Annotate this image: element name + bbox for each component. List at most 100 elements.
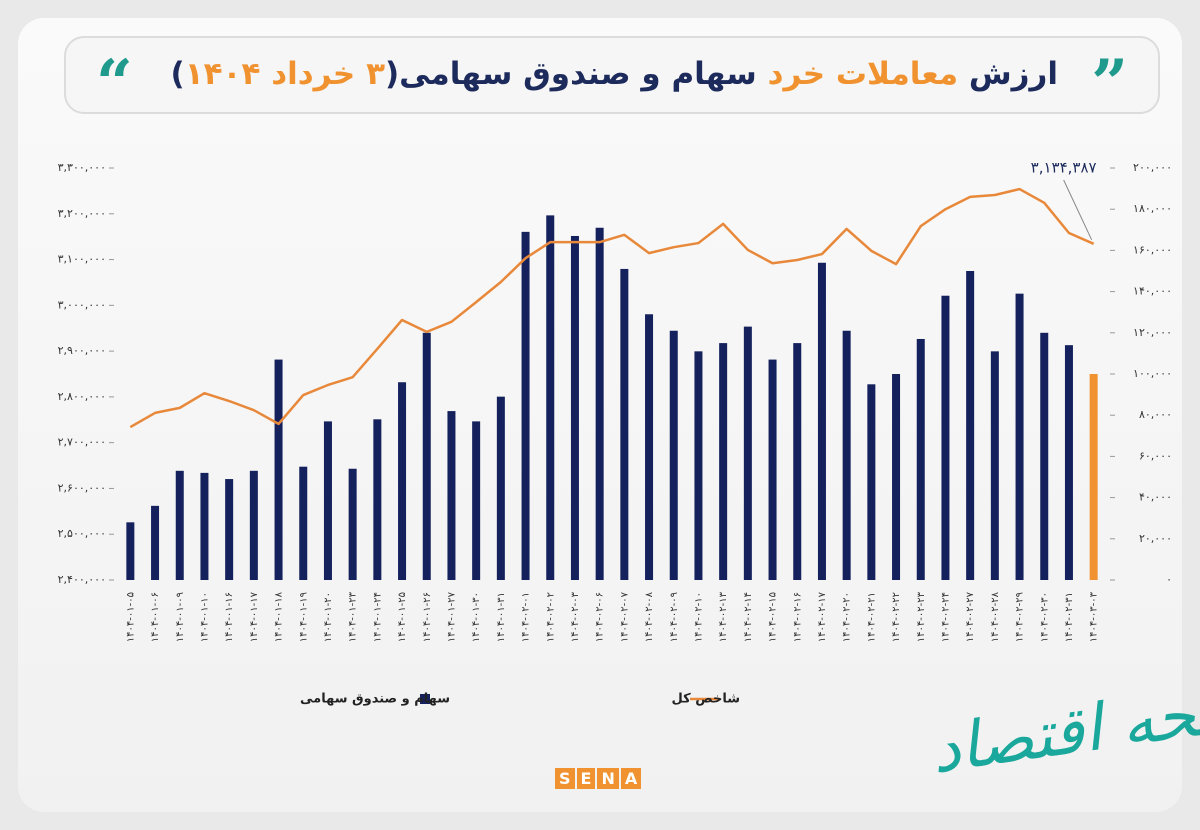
x-tick-label: ۱۴۰۴-۰۲-۱۵ (768, 592, 779, 642)
bar (299, 466, 308, 580)
bar (151, 505, 160, 580)
y2-tick-label: ۱۰۰,۰۰۰ (1133, 367, 1172, 380)
bar (472, 421, 481, 580)
x-tick-label: ۱۴۰۴-۰۲-۲۹ (1015, 592, 1026, 642)
logo-letter: N (597, 768, 619, 789)
bar (966, 271, 975, 580)
bar (1089, 374, 1098, 580)
bar (916, 338, 925, 580)
line (129, 187, 1095, 429)
legend-label: سهام و صندوق سهامی (300, 692, 450, 707)
bar (175, 470, 184, 580)
x-tick-label: ۱۴۰۴-۰۱-۰۹ (175, 592, 186, 642)
x-tick-label: ۱۴۰۴-۰۲-۲۸ (990, 591, 1001, 642)
y2-tick-label: ۴۰,۰۰۰ (1139, 491, 1172, 504)
bar (447, 411, 456, 580)
x-tick-label: ۱۴۰۴-۰۱-۲۰ (323, 592, 334, 642)
bar (1040, 332, 1049, 580)
quote-icon: ” (1091, 46, 1128, 121)
x-tick-label: ۱۴۰۴-۰۱-۰۵ (125, 592, 136, 642)
x-tick-label: ۱۴۰۴-۰۱-۱۸ (274, 591, 285, 642)
bar (373, 419, 382, 580)
title-part: ) (170, 56, 185, 92)
bar (768, 359, 777, 580)
x-tick-label: ۱۴۰۴-۰۱-۳۰ (471, 592, 482, 642)
y-tick-label: ۲,۸۰۰,۰۰۰ (58, 390, 106, 403)
y2-tick-label: ۶۰,۰۰۰ (1139, 449, 1172, 462)
bar (323, 421, 332, 580)
y-tick-label: ۳,۰۰۰,۰۰۰ (58, 298, 106, 311)
x-tick-label: ۱۴۰۴-۰۲-۲۰ (842, 592, 853, 642)
y2-tick-label: ۰ (1166, 573, 1172, 586)
data-label: ۳,۱۳۴,۳۸۷ (1031, 159, 1097, 177)
y2-tick-label: ۸۰,۰۰۰ (1139, 408, 1172, 421)
bar (249, 470, 258, 580)
logo-letter: E (576, 768, 596, 789)
x-tick-label: ۱۴۰۴-۰۱-۱۹ (298, 592, 309, 642)
bar (669, 330, 678, 580)
x-tick-label: ۱۴۰۴-۰۲-۰۹ (669, 592, 680, 642)
x-tick-label: ۱۴۰۴-۰۱-۱۷ (249, 591, 260, 642)
x-tick-label: ۱۴۰۴-۰۱-۲۵ (397, 592, 408, 642)
y-tick-label: ۳,۱۰۰,۰۰۰ (58, 253, 106, 266)
y2-tick-label: ۱۶۰,۰۰۰ (1133, 243, 1172, 256)
bar (274, 359, 283, 580)
title-part: ۳ خرداد ۱۴۰۴ (184, 56, 385, 92)
y-tick-label: ۲,۵۰۰,۰۰۰ (58, 527, 106, 540)
title-box: “ ” ارزش معاملات خرد سهام و صندوق سهامی(… (64, 36, 1160, 121)
annotation-leader (1063, 179, 1093, 241)
bar (1064, 345, 1073, 580)
legend-label: شاخص کل (672, 692, 740, 707)
x-tick-label: ۱۴۰۴-۰۱-۱۶ (224, 592, 235, 642)
bar (546, 215, 555, 580)
bar (1015, 293, 1024, 580)
x-tick-label: ۱۴۰۴-۰۲-۲۲ (891, 592, 902, 642)
x-tick-label: ۱۴۰۴-۰۲-۰۸ (644, 591, 655, 642)
bar (521, 231, 530, 581)
bar (867, 384, 876, 580)
x-tick-label: ۱۴۰۴-۰۲-۱۴ (743, 592, 754, 642)
bar (620, 268, 629, 580)
bar (225, 479, 234, 580)
bar (892, 374, 901, 580)
title-part: سهام و صندوق سهامی( (384, 56, 768, 92)
y-tick-label: ۲,۶۰۰,۰۰۰ (58, 481, 106, 494)
x-tick-label: ۱۴۰۴-۰۲-۲۱ (866, 592, 877, 642)
title-part: ارزش (958, 56, 1058, 92)
quote-icon: “ (96, 46, 133, 121)
bar (817, 262, 826, 580)
bar (842, 330, 851, 580)
y2-tick-label: ۲۰۰,۰۰۰ (1133, 161, 1172, 174)
x-tick-label: ۱۴۰۴-۰۲-۰۷ (619, 591, 630, 642)
x-tick-label: ۱۴۰۴-۰۲-۲۷ (965, 591, 976, 642)
x-tick-label: ۱۴۰۴-۰۲-۰۲ (545, 592, 556, 642)
bar (200, 472, 209, 580)
y2-tick-label: ۱۲۰,۰۰۰ (1133, 326, 1172, 339)
bar (645, 314, 654, 580)
x-tick-label: ۱۴۰۴-۰۱-۲۷ (446, 591, 457, 642)
bar (422, 332, 431, 580)
bar (941, 295, 950, 580)
x-tick-label: ۱۴۰۴-۰۲-۳۱ (1064, 592, 1075, 642)
x-tick-label: ۱۴۰۴-۰۲-۲۴ (940, 592, 951, 642)
bar (595, 227, 604, 581)
x-tick-label: ۱۴۰۴-۰۲-۰۱ (521, 592, 532, 642)
x-tick-label: ۱۴۰۴-۰۱-۲۳ (348, 591, 359, 642)
y2-tick-label: ۱۴۰,۰۰۰ (1133, 285, 1172, 298)
bar (570, 235, 579, 581)
x-tick-label: ۱۴۰۴-۰۲-۱۶ (792, 592, 803, 642)
x-tick-label: ۱۴۰۴-۰۲-۰۳ (570, 591, 581, 642)
card: “ ” ارزش معاملات خرد سهام و صندوق سهامی(… (18, 18, 1182, 812)
x-tick-label: ۱۴۰۴-۰۲-۱۷ (817, 591, 828, 642)
x-tick-label: ۱۴۰۴-۰۱-۰۶ (150, 592, 161, 642)
bar (348, 468, 357, 580)
x-tick-label: ۱۴۰۴-۰۲-۲۳ (916, 591, 927, 642)
y-tick-label: ۳,۲۰۰,۰۰۰ (58, 207, 106, 220)
y-tick-label: ۲,۴۰۰,۰۰۰ (58, 573, 106, 586)
bar (743, 326, 752, 580)
bar (496, 396, 505, 580)
bar (126, 522, 135, 580)
bar (719, 343, 728, 580)
